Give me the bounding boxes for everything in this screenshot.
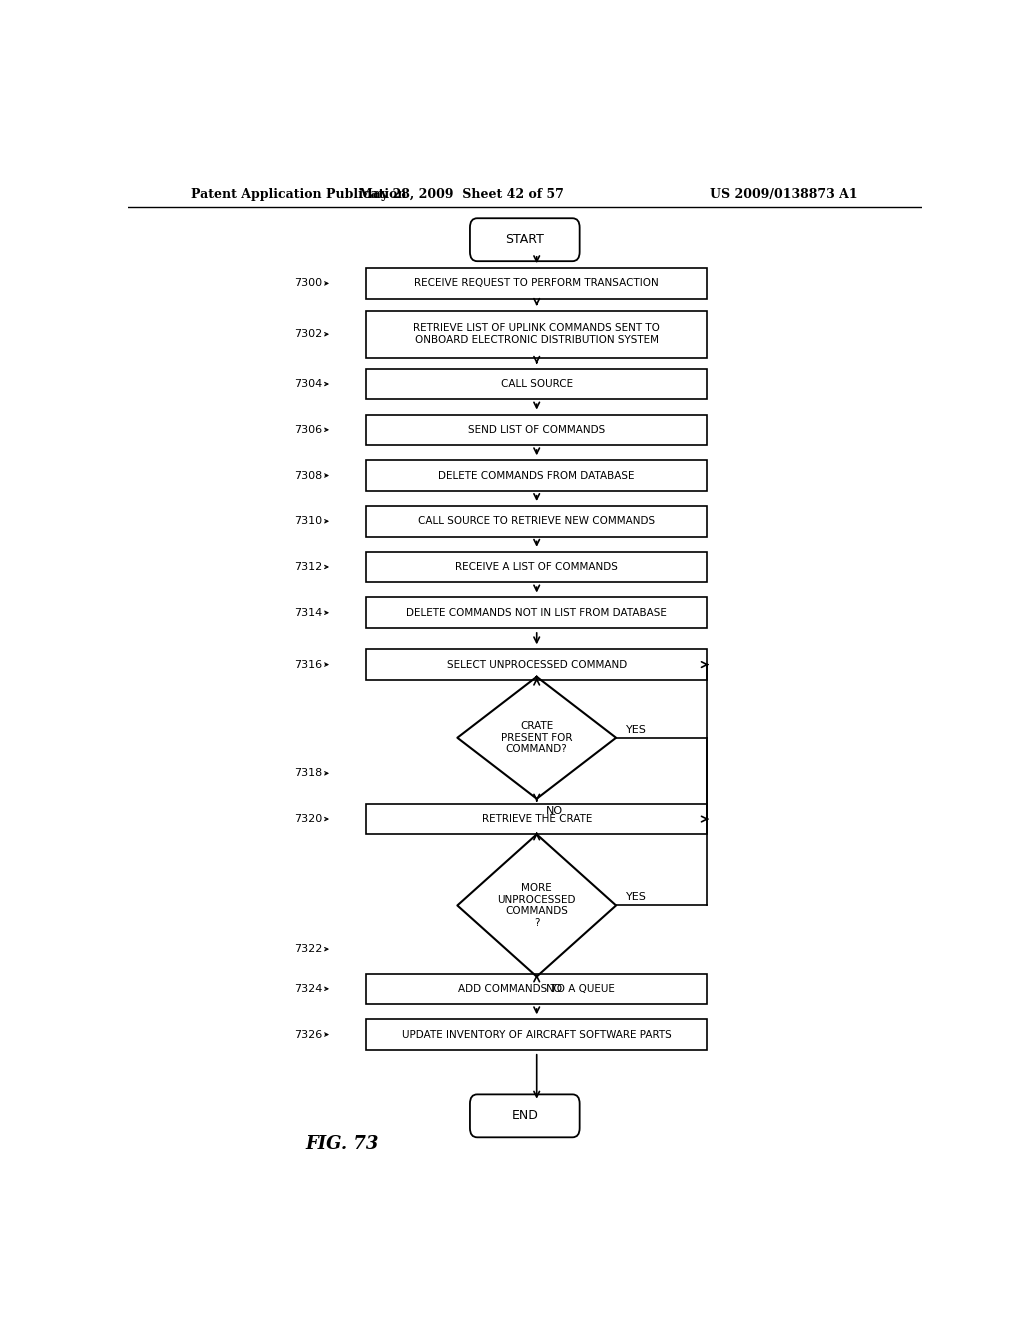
FancyBboxPatch shape [367,414,708,445]
FancyBboxPatch shape [367,368,708,399]
Text: 7314: 7314 [294,607,323,618]
Text: CALL SOURCE: CALL SOURCE [501,379,572,389]
Text: ADD COMMANDS TO A QUEUE: ADD COMMANDS TO A QUEUE [459,983,615,994]
Text: CRATE
PRESENT FOR
COMMAND?: CRATE PRESENT FOR COMMAND? [501,721,572,754]
Text: UPDATE INVENTORY OF AIRCRAFT SOFTWARE PARTS: UPDATE INVENTORY OF AIRCRAFT SOFTWARE PA… [401,1030,672,1040]
FancyBboxPatch shape [367,598,708,628]
Text: START: START [506,234,544,247]
Text: MORE
UNPROCESSED
COMMANDS
?: MORE UNPROCESSED COMMANDS ? [498,883,575,928]
Text: SEND LIST OF COMMANDS: SEND LIST OF COMMANDS [468,425,605,434]
FancyBboxPatch shape [470,1094,580,1138]
Text: 7326: 7326 [294,1030,323,1040]
Text: YES: YES [626,725,646,735]
Text: NO: NO [546,807,563,816]
Text: DELETE COMMANDS NOT IN LIST FROM DATABASE: DELETE COMMANDS NOT IN LIST FROM DATABAS… [407,607,668,618]
Text: May 28, 2009  Sheet 42 of 57: May 28, 2009 Sheet 42 of 57 [358,189,564,202]
FancyBboxPatch shape [367,1019,708,1049]
Text: 7300: 7300 [294,279,323,288]
Text: 7316: 7316 [294,660,323,669]
Text: Patent Application Publication: Patent Application Publication [191,189,407,202]
Text: NO: NO [546,983,563,994]
Text: 7310: 7310 [294,516,323,527]
Polygon shape [458,834,616,977]
Text: 7302: 7302 [294,329,323,339]
Text: RECEIVE A LIST OF COMMANDS: RECEIVE A LIST OF COMMANDS [456,562,618,572]
Text: RETRIEVE THE CRATE: RETRIEVE THE CRATE [481,814,592,824]
Text: RETRIEVE LIST OF UPLINK COMMANDS SENT TO
ONBOARD ELECTRONIC DISTRIBUTION SYSTEM: RETRIEVE LIST OF UPLINK COMMANDS SENT TO… [414,323,660,345]
FancyBboxPatch shape [367,506,708,536]
Text: YES: YES [626,892,646,903]
Text: 7324: 7324 [294,983,323,994]
Text: 7312: 7312 [294,562,323,572]
Text: FIG. 73: FIG. 73 [305,1135,379,1154]
Text: 7318: 7318 [294,768,323,779]
Text: US 2009/0138873 A1: US 2009/0138873 A1 [711,189,858,202]
FancyBboxPatch shape [470,218,580,261]
Text: 7320: 7320 [294,814,323,824]
Text: SELECT UNPROCESSED COMMAND: SELECT UNPROCESSED COMMAND [446,660,627,669]
Text: 7308: 7308 [294,470,323,480]
FancyBboxPatch shape [367,804,708,834]
FancyBboxPatch shape [367,312,708,358]
FancyBboxPatch shape [367,268,708,298]
Polygon shape [458,677,616,799]
FancyBboxPatch shape [367,974,708,1005]
FancyBboxPatch shape [367,649,708,680]
Text: DELETE COMMANDS FROM DATABASE: DELETE COMMANDS FROM DATABASE [438,470,635,480]
FancyBboxPatch shape [367,461,708,491]
Text: RECEIVE REQUEST TO PERFORM TRANSACTION: RECEIVE REQUEST TO PERFORM TRANSACTION [415,279,659,288]
Text: END: END [511,1109,539,1122]
Text: CALL SOURCE TO RETRIEVE NEW COMMANDS: CALL SOURCE TO RETRIEVE NEW COMMANDS [418,516,655,527]
Text: 7306: 7306 [294,425,323,434]
Text: 7304: 7304 [294,379,323,389]
Text: 7322: 7322 [294,944,323,954]
FancyBboxPatch shape [367,552,708,582]
